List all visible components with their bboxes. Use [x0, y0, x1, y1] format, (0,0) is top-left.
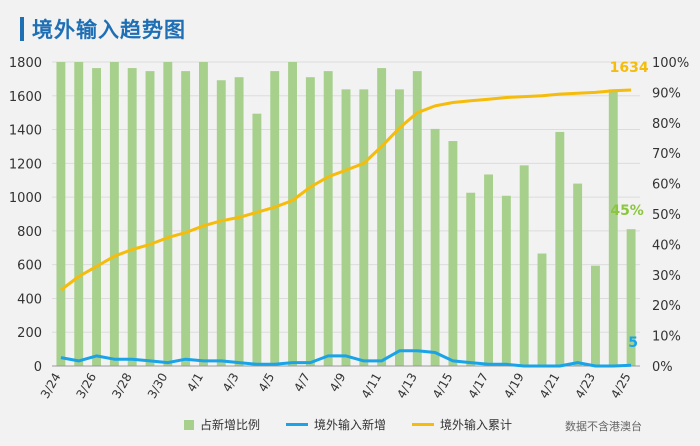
x-tick-label: 4/25: [608, 371, 634, 401]
y-right-tick-label: 80%: [652, 117, 681, 132]
y-left-tick-label: 1000: [9, 191, 42, 206]
x-tick-label: 4/23: [572, 371, 598, 401]
x-tick-label: 3/28: [109, 371, 135, 401]
bar: [412, 71, 422, 367]
bar: [270, 71, 280, 367]
x-tick-label: 4/13: [394, 371, 420, 401]
y-left-tick-label: 1800: [9, 56, 42, 71]
x-tick-label: 4/1: [184, 371, 206, 395]
bar: [519, 165, 529, 366]
bar: [484, 174, 493, 366]
legend-swatch-cum: [412, 423, 435, 426]
x-tick-label: 3/30: [145, 371, 171, 401]
bar: [323, 71, 333, 367]
bar: [234, 77, 244, 366]
bar: [448, 141, 458, 366]
x-tick-label: 4/7: [291, 371, 313, 395]
bar: [573, 183, 583, 366]
bar: [127, 68, 137, 366]
daily-last-label: 5: [628, 335, 638, 351]
x-tick-label: 4/19: [501, 371, 527, 401]
y-left-tick-label: 800: [17, 225, 42, 240]
bar: [466, 192, 476, 366]
y-right-tick-label: 30%: [652, 269, 681, 284]
y-right-tick-label: 20%: [652, 299, 681, 314]
chart-title: 境外输入趋势图: [32, 18, 186, 42]
bar: [555, 131, 565, 366]
bar: [341, 89, 351, 367]
x-tick-label: 4/9: [327, 371, 349, 395]
y-right-tick-label: 60%: [652, 178, 681, 193]
bar: [288, 62, 297, 366]
legend-swatch-bar: [184, 419, 194, 430]
bar: [109, 62, 119, 366]
y-left-tick-label: 1600: [9, 90, 42, 105]
y-left-tick-label: 200: [17, 326, 42, 341]
cumulative-line: [59, 88, 632, 292]
cumulative-last-label: 1634: [610, 60, 649, 76]
x-tick-label: 4/11: [359, 371, 385, 401]
source-note: 数据不含港澳台: [565, 420, 642, 433]
bar: [430, 128, 440, 366]
bar: [74, 62, 84, 366]
bar: [181, 71, 191, 367]
legend-item-cum: 境外输入累计: [412, 416, 512, 433]
bar: [537, 253, 547, 366]
legend: 占新增比例 境外输入新增 境外输入累计: [184, 416, 512, 433]
bar: [395, 89, 404, 367]
bar: [608, 89, 618, 367]
y-left-tick-label: 1400: [9, 124, 42, 139]
bar: [163, 62, 173, 366]
x-tick-label: 4/17: [466, 370, 492, 400]
bar: [377, 68, 387, 366]
x-tick-label: 3/24: [38, 371, 64, 401]
bar: [591, 265, 600, 366]
percent-last-label: 45%: [610, 203, 644, 219]
y-right-tick-label: 50%: [652, 208, 681, 223]
x-tick-label: 4/21: [537, 371, 563, 401]
y-left-tick-label: 600: [17, 259, 42, 274]
legend-label-bar: 占新增比例: [200, 418, 261, 432]
bar: [501, 195, 511, 366]
legend-item-bar: 占新增比例: [184, 416, 260, 433]
y-right-tick-label: 100%: [652, 56, 689, 71]
title-accent-bar: [20, 17, 24, 41]
x-tick-label: 3/26: [74, 371, 100, 401]
legend-label-daily: 境外输入新增: [314, 418, 387, 432]
bar: [305, 77, 315, 366]
y-right-tick-label: 10%: [652, 330, 681, 345]
y-left-tick-label: 1200: [9, 157, 42, 172]
legend-item-daily: 境外输入新增: [286, 416, 386, 433]
title-row: 境外输入趋势图: [20, 14, 186, 44]
daily-new-line: [60, 349, 632, 368]
bar: [626, 229, 636, 366]
y-right-tick-label: 90%: [652, 86, 681, 101]
bar: [145, 71, 155, 367]
bar: [359, 89, 369, 367]
x-tick-label: 4/5: [256, 371, 278, 395]
bar: [56, 62, 66, 366]
y-right-tick-label: 40%: [652, 238, 681, 253]
y-right-tick-label: 0%: [652, 360, 673, 375]
x-tick-label: 4/15: [430, 371, 456, 401]
bar: [252, 113, 262, 367]
legend-swatch-daily: [286, 423, 309, 426]
bar: [199, 62, 208, 366]
y-left-tick-label: 400: [17, 292, 42, 307]
legend-label-cum: 境外输入累计: [440, 418, 513, 432]
bar: [216, 80, 226, 367]
x-tick-label: 4/3: [220, 371, 242, 395]
y-left-tick-label: 0: [34, 360, 42, 375]
y-right-tick-label: 70%: [652, 147, 681, 162]
bar: [92, 68, 101, 366]
